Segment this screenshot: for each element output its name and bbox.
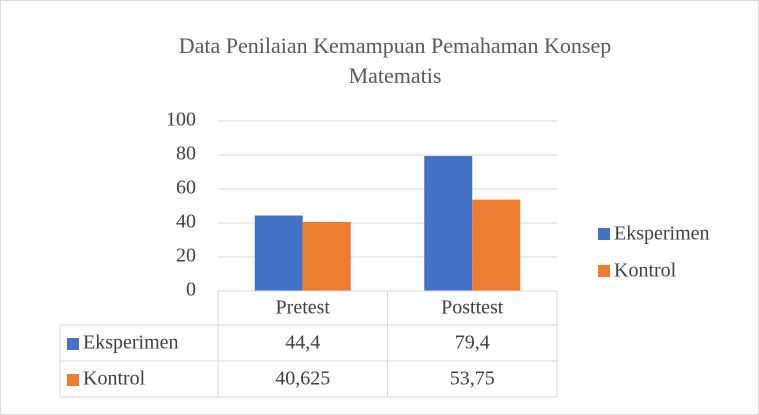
table-row-label: Eksperimen [83, 332, 179, 354]
bar [302, 221, 351, 291]
x-tick-label: Pretest [276, 297, 331, 319]
chart-title: Data Penilaian Kemampuan Pemahaman Konse… [178, 33, 612, 88]
table-value: 44,4 [285, 332, 320, 354]
y-tick-label: 100 [166, 109, 196, 131]
bar [424, 156, 473, 291]
bar [254, 215, 303, 291]
y-tick-label: 0 [186, 279, 196, 301]
y-tick-label: 20 [176, 245, 196, 267]
table-value: 79,4 [455, 332, 490, 354]
legend-key [598, 228, 610, 240]
table-legend-key [67, 338, 79, 350]
legend-key [598, 265, 610, 277]
table-value: 53,75 [450, 368, 495, 390]
legend-label: Eksperimen [614, 223, 710, 245]
table-value: 40,625 [275, 368, 330, 390]
table-legend-key [67, 374, 79, 386]
y-tick-label: 80 [176, 143, 196, 165]
bar [472, 199, 521, 291]
x-tick-label: Posttest [441, 297, 504, 319]
table-row-label: Kontrol [83, 368, 146, 390]
y-tick-label: 60 [176, 177, 196, 199]
y-tick-label: 40 [176, 211, 196, 233]
legend-label: Kontrol [614, 260, 677, 282]
